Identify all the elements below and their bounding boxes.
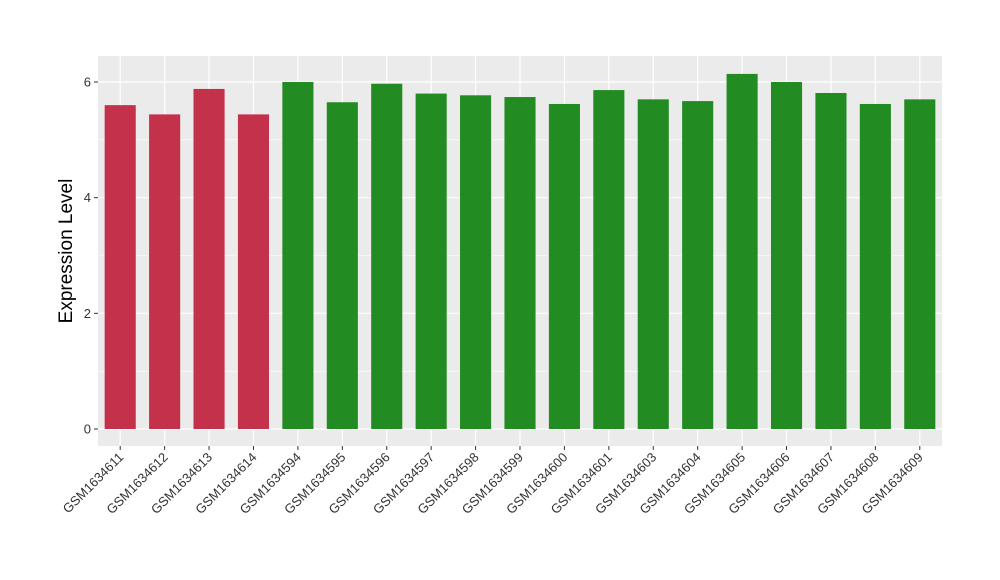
bar-GSM1634604 bbox=[682, 101, 714, 430]
x-axis: GSM1634611GSM1634612GSM1634613GSM1634614… bbox=[60, 446, 926, 517]
bar-GSM1634601 bbox=[593, 90, 625, 429]
y-tick-label: 2 bbox=[84, 306, 91, 321]
y-axis: 0 2 4 6 bbox=[84, 75, 98, 437]
bar-GSM1634612 bbox=[149, 114, 181, 430]
bar-GSM1634611 bbox=[104, 105, 136, 429]
bar-GSM1634608 bbox=[859, 103, 891, 429]
bar-GSM1634596 bbox=[371, 83, 403, 430]
y-tick-label: 4 bbox=[84, 190, 91, 205]
bar-GSM1634595 bbox=[326, 102, 358, 429]
bar-GSM1634603 bbox=[637, 99, 669, 429]
bar-GSM1634614 bbox=[237, 114, 270, 430]
bar-GSM1634607 bbox=[815, 92, 847, 429]
y-tick-label: 0 bbox=[84, 422, 91, 437]
bar-GSM1634605 bbox=[726, 73, 758, 430]
bar-GSM1634613 bbox=[193, 88, 225, 429]
y-axis-title: Expression Level bbox=[56, 179, 77, 324]
y-tick-label: 6 bbox=[84, 75, 91, 90]
bars bbox=[104, 73, 936, 430]
bar-GSM1634600 bbox=[548, 103, 580, 429]
bar-GSM1634606 bbox=[770, 82, 803, 429]
bar-GSM1634599 bbox=[504, 97, 536, 429]
bar-GSM1634609 bbox=[904, 99, 936, 429]
bar-GSM1634594 bbox=[282, 82, 314, 429]
bar-GSM1634598 bbox=[460, 95, 492, 429]
bar-GSM1634597 bbox=[415, 93, 447, 430]
